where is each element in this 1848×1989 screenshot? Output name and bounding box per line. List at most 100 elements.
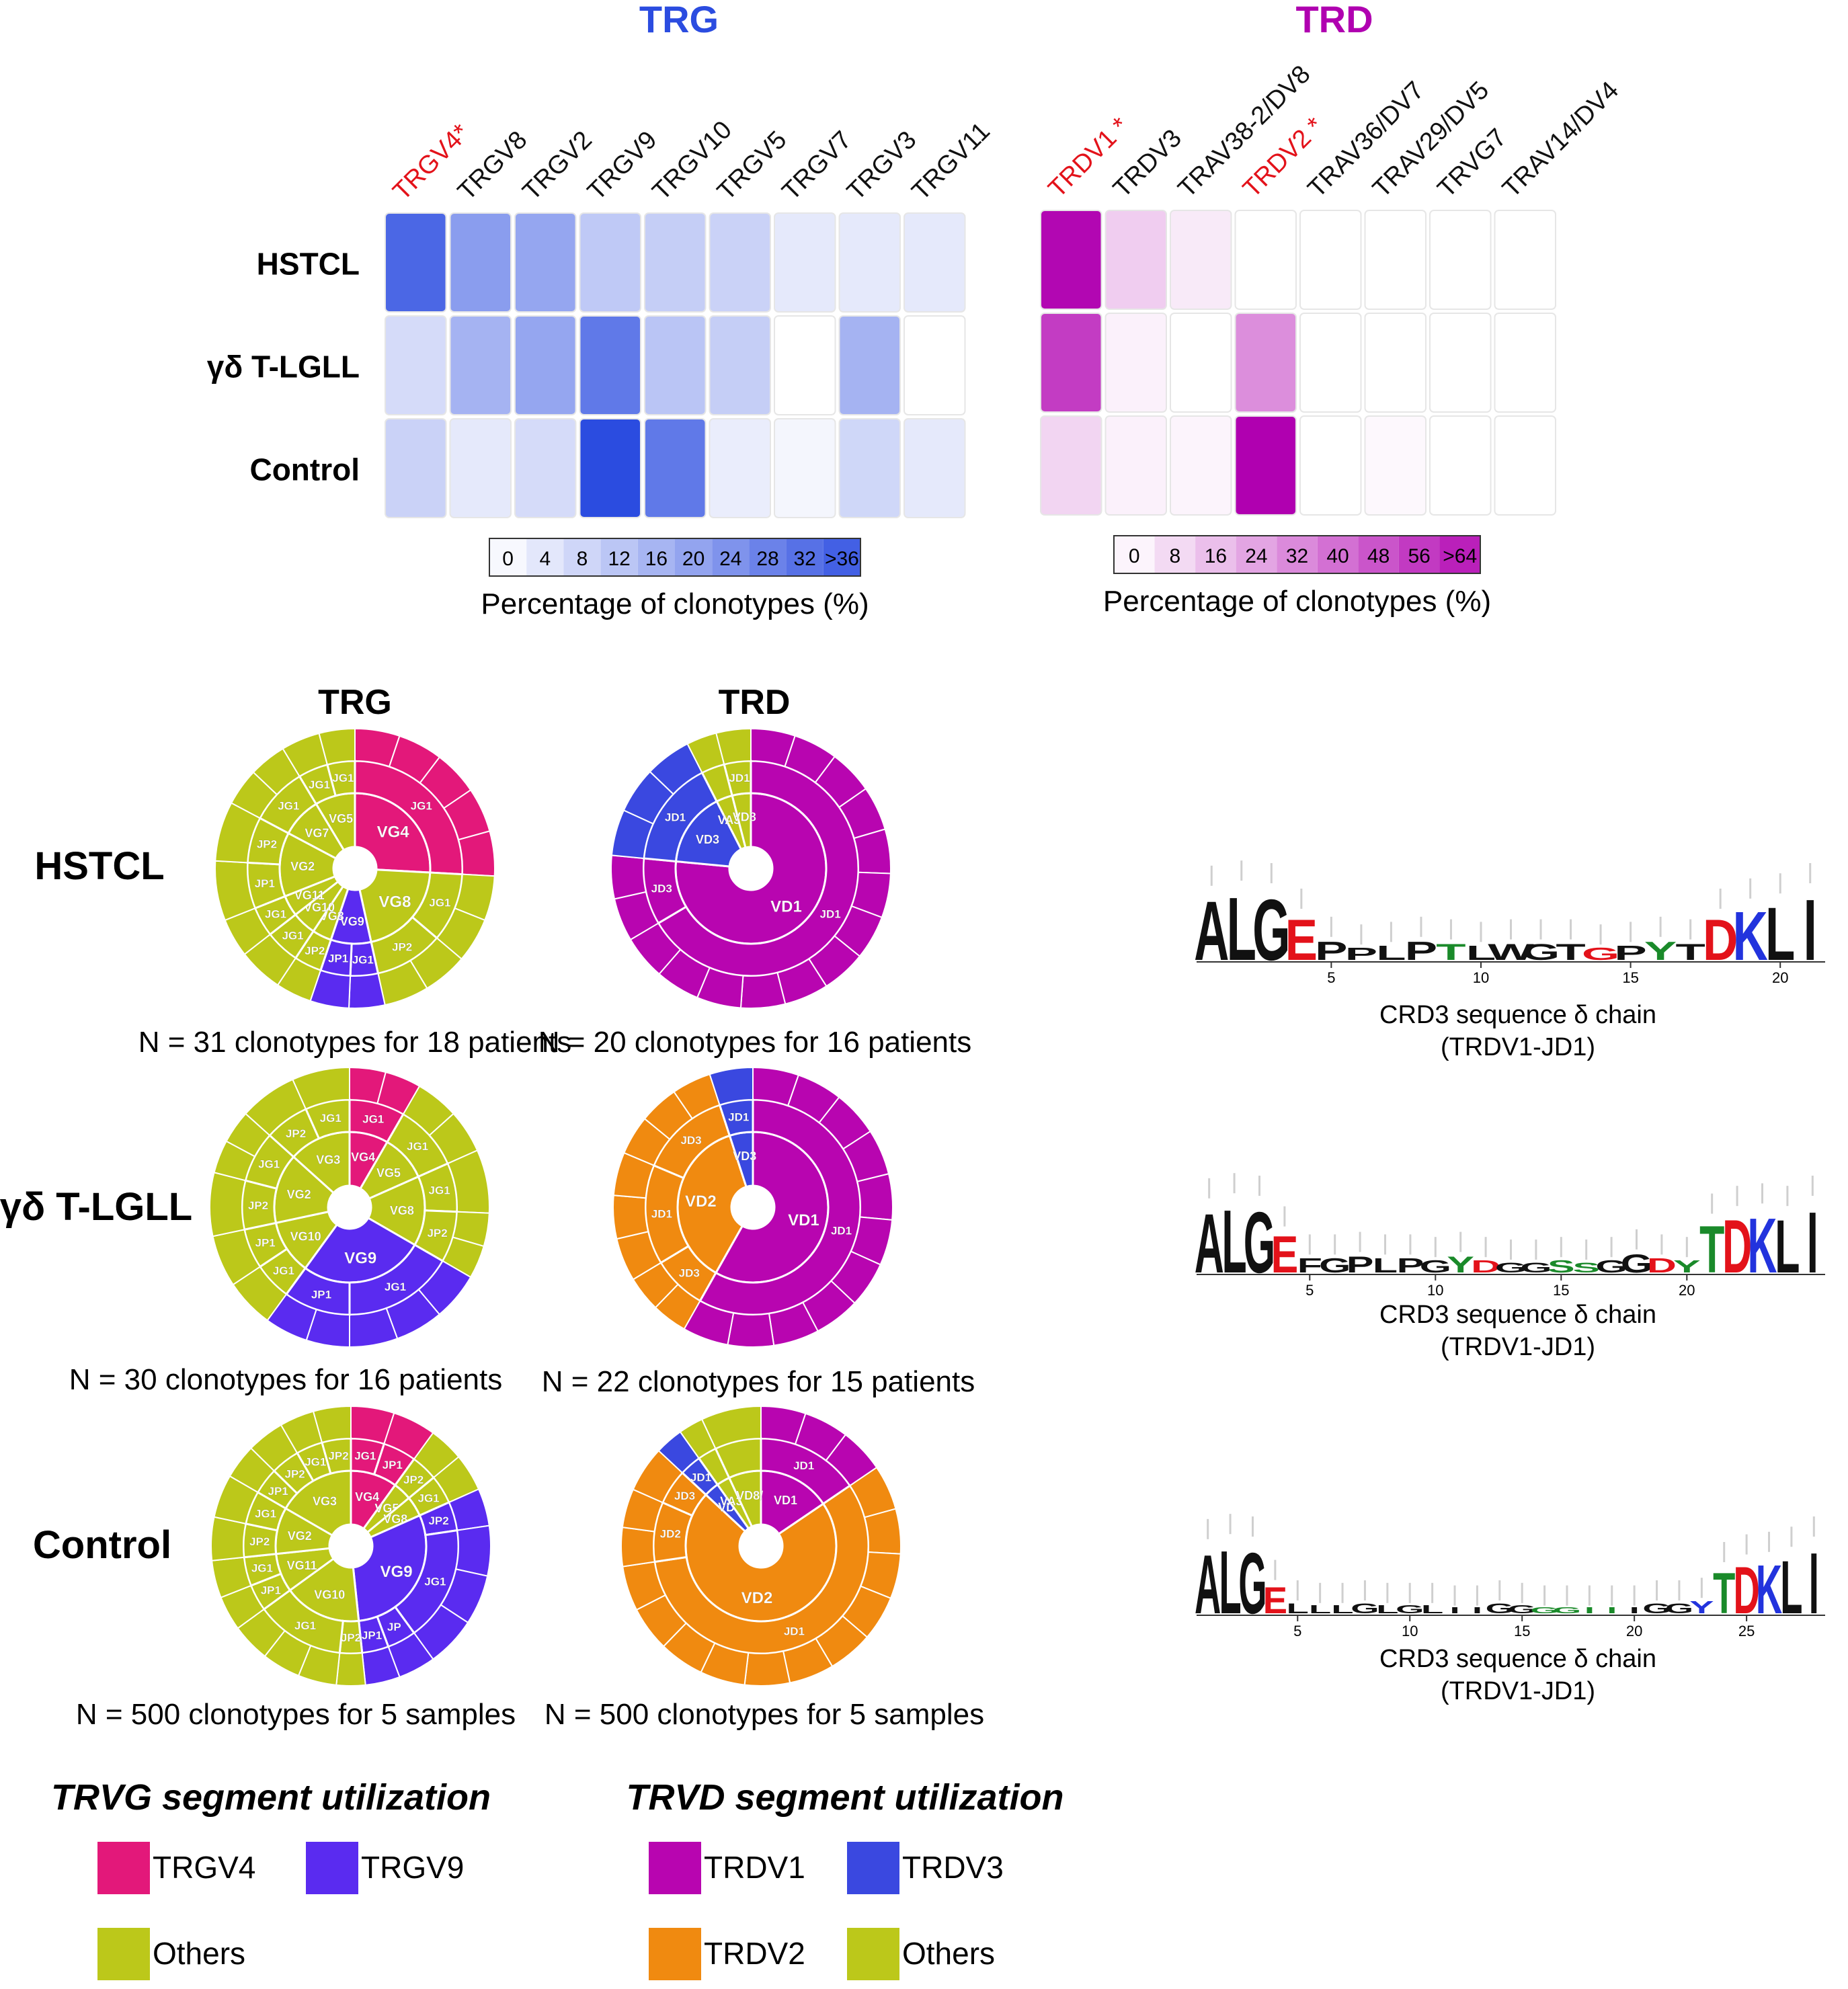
legend-tick-label: 40 [1326, 545, 1349, 567]
heatmap-cell [903, 315, 966, 415]
logo-residue: G [1530, 1606, 1558, 1615]
logo-residue: G [1595, 1257, 1627, 1276]
segment-legend-label: TRGV9 [361, 1850, 464, 1885]
sunburst-hole [739, 1525, 782, 1568]
legend-swatch [1195, 536, 1236, 573]
sunburst-v-label: VG4 [355, 1490, 379, 1504]
logo-residue: L [1373, 1254, 1398, 1277]
legend-tick-label: 0 [1129, 545, 1140, 567]
logo-residue: P [1345, 944, 1377, 964]
sunburst-j-label: JP1 [328, 952, 348, 965]
logo-residue: G [1621, 1249, 1652, 1278]
heatmap-cell [1299, 415, 1362, 516]
heatmap-cell [449, 418, 512, 518]
sunburst-j-label: JD1 [784, 1625, 805, 1638]
segment-legend: TRVD segment utilization TRDV1 TRDV3 TRDV2 O… [626, 1777, 1064, 1980]
sunburst-hole [328, 1186, 371, 1229]
sunburst-outer-segment [620, 1526, 655, 1568]
heatmap-cell [449, 212, 512, 313]
sunburst-j-label: JD3 [674, 1490, 695, 1502]
logo-residue: L [1466, 942, 1496, 965]
logo-residue: G [1553, 1606, 1581, 1615]
heatmap-cell [1364, 313, 1427, 413]
sunburst-j-label: JD2 [660, 1528, 681, 1541]
logo-tick-label: 10 [1473, 969, 1489, 986]
logo-residue: Y [1644, 936, 1677, 965]
sunburst-j-label: JP2 [427, 1227, 447, 1240]
sunburst-v-label: VG2 [287, 1188, 311, 1201]
legend-tick-label: >64 [1443, 545, 1477, 567]
logo-residue: L [1376, 942, 1406, 965]
sunburst-j-label: JP1 [268, 1485, 288, 1498]
sunburst-v-label: VG11 [294, 889, 325, 902]
heatmap-cell [1040, 210, 1102, 310]
heatmap-cell [903, 212, 966, 313]
sunburst-j-label: JG1 [354, 1450, 376, 1463]
row-label-control: Control [33, 1523, 171, 1567]
legend-swatch [1439, 536, 1480, 573]
sunburst-j-label: JG1 [255, 1507, 276, 1520]
sunburst-v-label: VD3 [733, 1149, 756, 1163]
sunburst-v-label: VG7 [305, 826, 329, 840]
logo-tick-label: 20 [1772, 969, 1788, 986]
logo-residue: P [1347, 1252, 1374, 1277]
legend-swatch [600, 538, 638, 576]
logo-tick-label: 10 [1427, 1282, 1443, 1299]
logo-tick-label: 5 [1305, 1282, 1314, 1299]
heatmap-cell [709, 212, 771, 313]
sunburst-j-label: JD3 [679, 1267, 700, 1280]
legend-tick-label: >36 [825, 548, 859, 570]
logo-residue: G [1665, 1600, 1693, 1617]
sunburst-v-label: VD3 [696, 833, 719, 846]
logo-residue: L [1775, 1205, 1800, 1289]
heatmap-cell [774, 418, 836, 518]
logo-residue: I [1630, 1606, 1640, 1615]
logo-residue: G [1319, 1254, 1351, 1277]
sunburst-j-label: JG1 [352, 953, 374, 966]
sunburst-outer-segment [209, 1172, 247, 1237]
legend-tick-label: 0 [502, 548, 514, 570]
sunburst-outer-segment [715, 727, 752, 766]
heatmap-cell [838, 212, 901, 313]
sunburst-caption: N = 20 clonotypes for 16 patients [538, 1026, 972, 1059]
legend-swatch [489, 538, 527, 576]
logo-residue: T [1699, 1213, 1724, 1287]
sunburst-outer-segment [739, 971, 787, 1009]
sunburst-j-label: JP2 [285, 1468, 305, 1481]
logo-residue: L [1780, 1545, 1802, 1629]
heatmap-cell [1429, 415, 1492, 516]
sunburst-v-label: VD8 [733, 811, 756, 824]
sunburst-outer-segment [700, 1405, 762, 1450]
sunburst-header-trg: TRG [318, 683, 392, 722]
sunburst-v-label: VD1 [770, 898, 802, 916]
sunburst-j-label: JP1 [311, 1288, 331, 1301]
sunburst-j-label: JP2 [341, 1631, 361, 1644]
sunburst-j-label: JD3 [680, 1134, 701, 1147]
sunburst-hole [329, 1525, 372, 1568]
sunburst-j-label: JG1 [429, 1184, 450, 1197]
logo-residue: G [1642, 1600, 1671, 1617]
segment-legend-swatch [847, 1928, 899, 1980]
heatmap-cell [1170, 210, 1232, 310]
sunburst-j-label: JG1 [332, 772, 354, 784]
sunburst-outer-segment [727, 1312, 775, 1348]
heatmap-cell [1429, 210, 1492, 310]
logo-residue: G [1351, 1600, 1379, 1617]
sunburst-v-label: VG3 [316, 1153, 340, 1167]
logo-residue: T [1675, 940, 1705, 965]
sunburst-j-label: JP2 [392, 941, 412, 954]
sunburst-j-label: JG1 [251, 1561, 273, 1574]
logo-tick-label: 15 [1514, 1623, 1530, 1639]
sunburst-j-label: JG1 [305, 1456, 326, 1469]
trd-heatmap-title: TRD [1295, 0, 1373, 40]
legend-swatch [786, 538, 823, 576]
sunburst-outer-segment [709, 1066, 754, 1106]
heatmap-cell [579, 212, 641, 313]
legend-tick-label: 8 [1169, 545, 1180, 567]
sunburst-v-label: VG9 [344, 1249, 376, 1267]
logo-residue: G [1486, 1600, 1514, 1617]
legend-tick-label: 24 [719, 548, 741, 570]
logo-residue: P [1315, 936, 1347, 965]
